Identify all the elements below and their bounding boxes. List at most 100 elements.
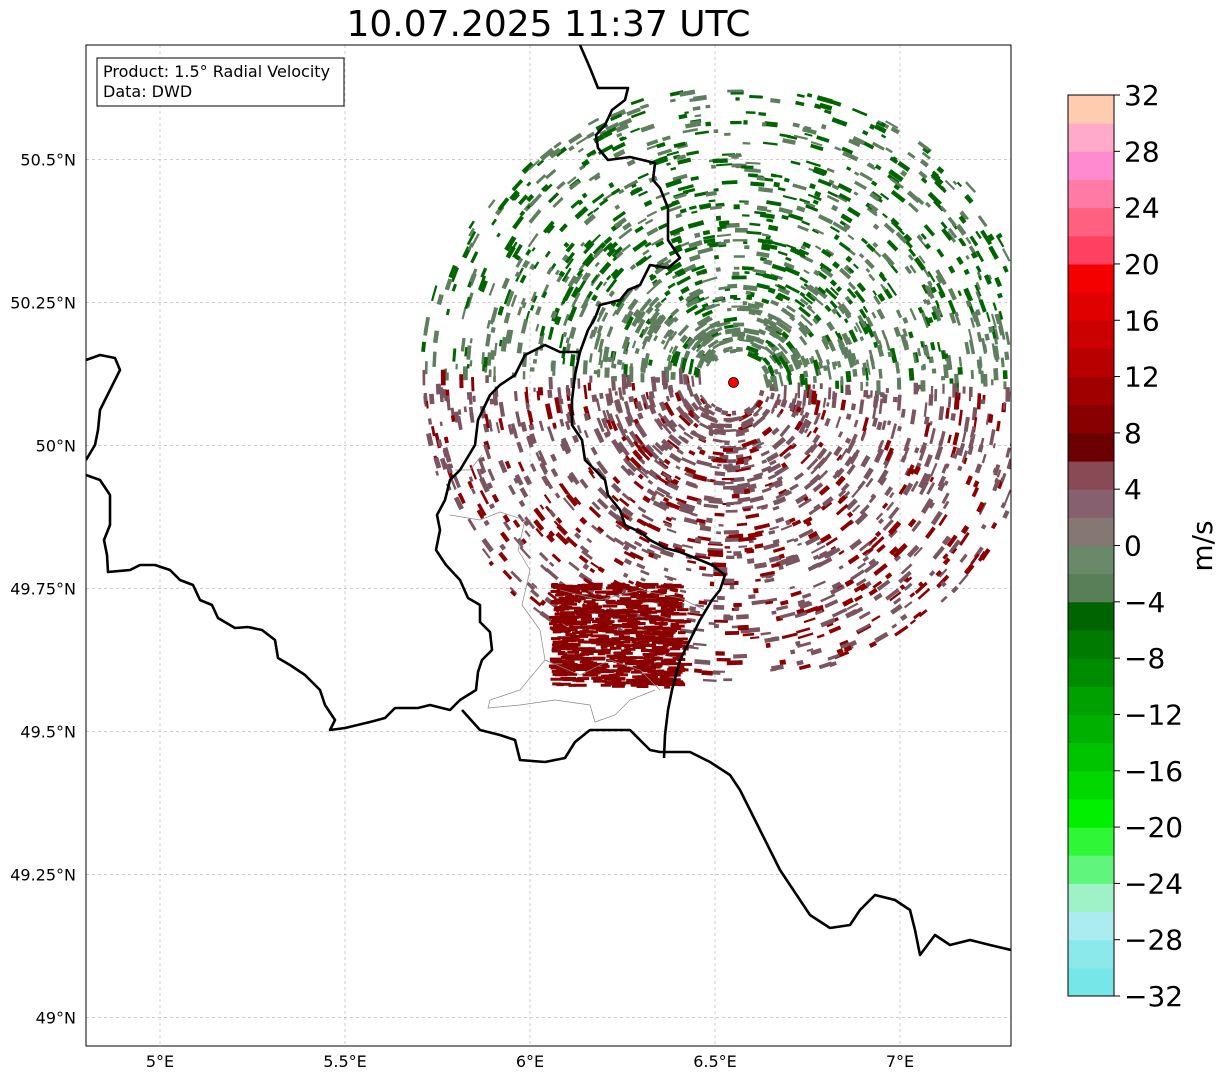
echo-cell [1013,325,1017,332]
echo-cell [824,417,831,427]
echo-cell [651,444,664,456]
echo-cell [723,464,733,469]
echo-cell [912,353,917,363]
echo-cell [442,447,452,463]
echo-cell [1002,265,1009,273]
echo-cell [848,390,852,395]
echo-cell [677,389,687,406]
echo-cell [787,212,804,222]
echo-cell [555,531,569,546]
echo-cell [995,234,1005,248]
echo-cell [785,554,795,561]
echo-cell [557,636,572,640]
echo-cell [479,489,490,505]
echo-cell [761,233,770,237]
echo-cell [839,519,854,532]
echo-cell [947,287,957,301]
echo-cell [676,275,692,286]
echo-cell [583,384,588,400]
echo-cell [869,192,880,202]
echo-cell [889,491,895,499]
echo-cell [526,181,532,187]
echo-cell [567,474,576,484]
echo-cell [948,539,961,554]
echo-cell [517,537,525,546]
echo-cell [760,450,770,457]
echo-cell [789,398,797,411]
echo-cell [624,661,636,665]
echo-cell [574,206,589,220]
echo-cell [591,667,605,671]
echo-cell [779,599,789,606]
echo-cell [771,400,779,412]
echo-cell [675,497,687,504]
echo-cell [694,279,703,286]
echo-cell [857,314,867,329]
echo-cell [761,364,770,375]
echo-cell [1033,404,1038,416]
echo-cell [582,252,594,266]
echo-cell [854,594,864,602]
echo-cell [452,473,461,489]
echo-cell [594,261,600,268]
echo-cell [812,554,820,561]
echo-cell [559,418,565,427]
echo-cell [606,659,615,663]
echo-cell [743,507,751,512]
echo-cell [528,424,535,431]
echo-cell [522,371,526,380]
echo-cell [586,131,596,139]
echo-cell [576,425,582,434]
echo-cell [777,371,784,387]
echo-cell [622,544,630,552]
echo-cell [613,217,628,229]
echo-cell [907,518,917,528]
echo-cell [782,138,796,145]
echo-cell [722,448,734,452]
echo-cell [553,520,560,527]
echo-cell [813,503,822,511]
echo-cell [868,587,878,596]
echo-cell [691,375,695,387]
echo-cell [565,337,571,344]
echo-cell [703,403,711,410]
echo-cell [971,486,980,498]
echo-cell [914,581,928,595]
echo-cell [806,92,813,98]
echo-cell [712,356,719,363]
echo-cell [477,275,487,291]
echo-cell [570,286,581,299]
echo-cell [714,406,723,413]
echo-cell [923,268,931,278]
echo-cell [588,638,603,642]
echo-cell [631,610,643,614]
echo-cell [582,629,589,633]
echo-cell [799,335,808,346]
echo-cell [662,681,672,685]
echo-cell [697,536,711,542]
echo-cell [601,417,608,429]
echo-cell [903,582,913,591]
echo-cell [621,336,631,350]
echo-cell [1002,370,1008,380]
echo-cell [638,683,646,687]
echo-cell [688,409,695,416]
echo-cell [520,297,526,306]
echo-cell [1031,451,1037,458]
echo-cell [715,267,721,272]
echo-cell [689,606,697,612]
echo-cell [992,467,999,474]
echo-cell [671,345,679,355]
echo-cell [445,308,451,316]
echo-cell [846,511,854,518]
echo-cell [666,586,675,590]
echo-cell [818,361,824,369]
echo-cell [596,308,605,323]
echo-cell [654,490,665,498]
echo-cell [771,664,784,671]
echo-cell [716,531,722,535]
echo-cell [820,267,834,278]
echo-cell [649,495,656,502]
echo-cell [669,419,678,429]
echo-cell [853,419,859,428]
